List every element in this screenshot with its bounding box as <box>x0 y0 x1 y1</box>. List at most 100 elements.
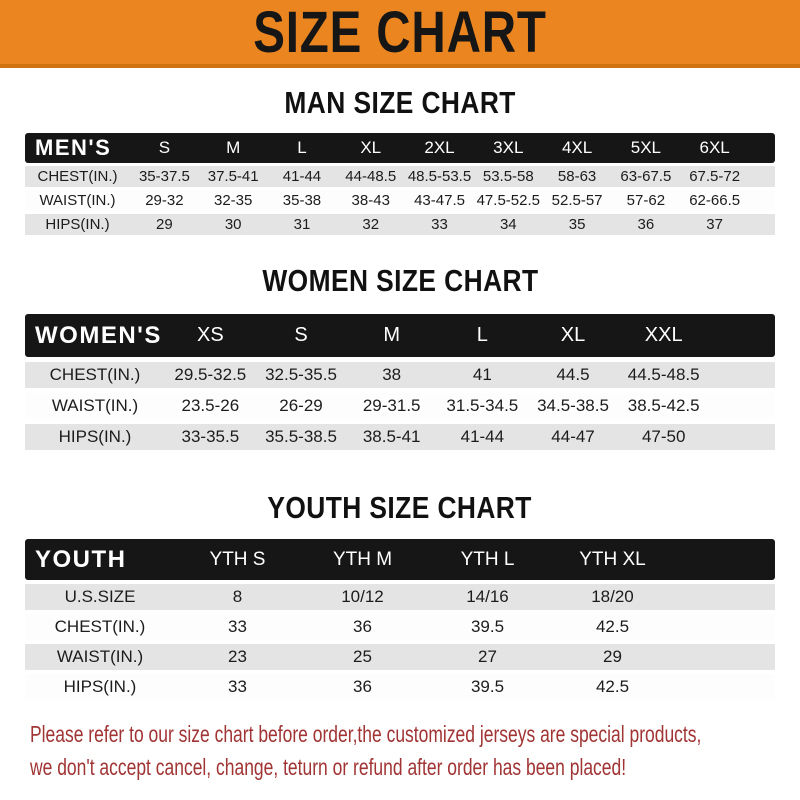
measurement-value: 10/12 <box>341 587 384 606</box>
measurement-label: WAIST(IN.) <box>56 647 144 666</box>
size-column-header: XS <box>196 324 224 346</box>
measurement-value: 29-31.5 <box>362 396 421 415</box>
section-youth: YOUTH SIZE CHART YOUTH YTH S YTH M YTH L YTH… <box>0 490 800 700</box>
measurement-value: 67.5-72 <box>689 168 741 185</box>
measurement-row: CHEST(IN.) 33 36 39.5 42.5 <box>25 614 775 640</box>
measurement-row: WAIST(IN.) 23.5-26 26-29 29-31.5 31.5-34.5 34… <box>25 393 775 419</box>
measurement-value: 33-35.5 <box>181 427 240 446</box>
size-column-header: YTH S <box>209 548 266 570</box>
measurement-value: 30 <box>224 216 242 233</box>
measurement-row: CHEST(IN.) 29.5-32.5 32.5-35.5 38 41 44.5 44.5… <box>25 362 775 388</box>
measurement-value: 14/16 <box>466 587 509 606</box>
order-policy-note-line1: Please refer to our size chart before or… <box>30 721 702 747</box>
table-corner-label: WOMEN'S <box>35 321 162 349</box>
measurement-row: HIPS(IN.) 33-35.5 35.5-38.5 38.5-41 41-44 44-… <box>25 424 775 450</box>
measurement-value: 36 <box>353 617 372 636</box>
size-column-header: M <box>383 324 401 346</box>
size-column-header: L <box>297 138 307 157</box>
women-section-heading-text: WOMEN SIZE CHART <box>261 263 539 298</box>
measurement-value: 37 <box>706 216 723 233</box>
measurement-value: 35.5-38.5 <box>265 427 337 446</box>
measurement-value: 34 <box>499 216 517 233</box>
measurement-value: 23.5-26 <box>181 396 240 415</box>
measurement-value: 32-35 <box>213 192 253 209</box>
measurement-row: HIPS(IN.) 29 30 31 32 33 34 35 36 37 <box>25 214 775 235</box>
measurement-value: 44-48.5 <box>345 168 397 185</box>
measurement-value: 42.5 <box>595 617 630 636</box>
section-women: WOMEN SIZE CHART WOMEN'S XS S M L XL XXL CHEST(… <box>0 263 800 450</box>
measurement-value: 48.5-53.5 <box>407 168 472 185</box>
measurement-label: HIPS(IN.) <box>58 427 132 446</box>
measurement-value: 43-47.5 <box>414 192 465 209</box>
size-table-header-row: WOMEN'S XS S M L XL XXL <box>25 314 775 357</box>
measurement-value: 58-63 <box>557 168 597 185</box>
measurement-value: 18/20 <box>591 587 634 606</box>
size-column-header: 3XL <box>493 138 524 157</box>
measurement-value: 44.5 <box>556 365 590 384</box>
measurement-value: 39.5 <box>470 677 505 696</box>
measurement-value: 32.5-35.5 <box>265 365 337 384</box>
measurement-value: 39.5 <box>470 617 505 636</box>
measurement-row: WAIST(IN.) 23 25 27 29 <box>25 644 775 670</box>
measurement-value: 37.5-41 <box>207 168 259 185</box>
banner: SIZE CHART <box>0 0 800 68</box>
measurement-label: U.S.SIZE <box>64 587 136 606</box>
measurement-value: 41-44 <box>282 168 322 185</box>
measurement-value: 38.5-41 <box>362 427 421 446</box>
measurement-value: 57-62 <box>626 192 666 209</box>
measurement-value: 44.5-48.5 <box>627 365 700 384</box>
measurement-row: WAIST(IN.) 29-32 32-35 35-38 38-43 43-47.5 47.… <box>25 190 775 211</box>
measurement-value: 29 <box>156 216 173 233</box>
measurement-value: 33 <box>228 617 247 636</box>
size-column-header: 4XL <box>561 138 593 157</box>
section-men: MAN SIZE CHART MEN'S S M L XL 2XL 3XL 4XL 5XL 6XL… <box>0 85 800 235</box>
measurement-label: HIPS(IN.) <box>45 216 110 233</box>
measurement-value: 32 <box>362 216 380 233</box>
measurement-label: CHEST(IN.) <box>49 365 141 384</box>
measurement-value: 63-67.5 <box>620 168 672 185</box>
order-policy-note-line2: we don't accept cancel, change, teturn o… <box>30 754 627 780</box>
measurement-value: 42.5 <box>595 677 630 696</box>
youth-section-heading-text: YOUTH SIZE CHART <box>267 490 533 525</box>
measurement-value: 36 <box>353 677 372 696</box>
measurement-value: 33 <box>431 216 448 233</box>
measurement-value: 47-50 <box>641 427 686 446</box>
measurement-value: 29 <box>603 647 622 666</box>
size-column-header: XL <box>360 138 382 157</box>
size-column-header: M <box>226 138 241 157</box>
size-column-header: YTH L <box>460 548 515 570</box>
size-table-header-row: MEN'S S M L XL 2XL 3XL 4XL 5XL 6XL <box>25 133 775 163</box>
measurement-value: 52.5-57 <box>551 192 603 209</box>
measurement-label: WAIST(IN.) <box>51 396 139 415</box>
measurement-value: 38-43 <box>351 192 390 209</box>
measurement-value: 35-38 <box>282 192 322 209</box>
youth-size-table: YOUTH YTH S YTH M YTH L YTH XL U.S.SIZE 8 10/12… <box>25 539 775 700</box>
table-corner-label: MEN'S <box>35 135 112 160</box>
size-column-header: S <box>294 324 308 346</box>
women-section-heading: WOMEN SIZE CHART <box>0 263 800 299</box>
measurement-value: 29-32 <box>145 192 184 209</box>
size-column-header: XXL <box>644 324 683 346</box>
measurement-value: 33 <box>228 677 247 696</box>
size-column-header: 2XL <box>424 138 455 157</box>
measurement-label: CHEST(IN.) <box>37 168 118 185</box>
measurement-value: 41 <box>472 365 492 384</box>
measurement-value: 41-44 <box>460 427 505 446</box>
banner-title: SIZE CHART <box>253 0 547 65</box>
size-column-header: L <box>476 324 488 346</box>
size-column-header: 6XL <box>699 138 730 157</box>
size-column-header: XL <box>560 324 586 346</box>
measurement-value: 23 <box>228 647 247 666</box>
measurement-value: 25 <box>353 647 372 666</box>
measurement-label: WAIST(IN.) <box>39 192 116 209</box>
measurement-value: 31 <box>293 216 311 233</box>
measurement-value: 31.5-34.5 <box>446 396 519 415</box>
measurement-row: HIPS(IN.) 33 36 39.5 42.5 <box>25 674 775 700</box>
table-corner-label: YOUTH <box>35 545 127 573</box>
men-size-table: MEN'S S M L XL 2XL 3XL 4XL 5XL 6XL CHEST(IN.) 35-37… <box>25 133 775 235</box>
measurement-row: CHEST(IN.) 35-37.5 37.5-41 41-44 44-48.5 48.5… <box>25 166 775 187</box>
size-column-header: S <box>158 138 171 157</box>
measurement-value: 53.5-58 <box>482 168 534 185</box>
measurement-value: 38.5-42.5 <box>627 396 700 415</box>
